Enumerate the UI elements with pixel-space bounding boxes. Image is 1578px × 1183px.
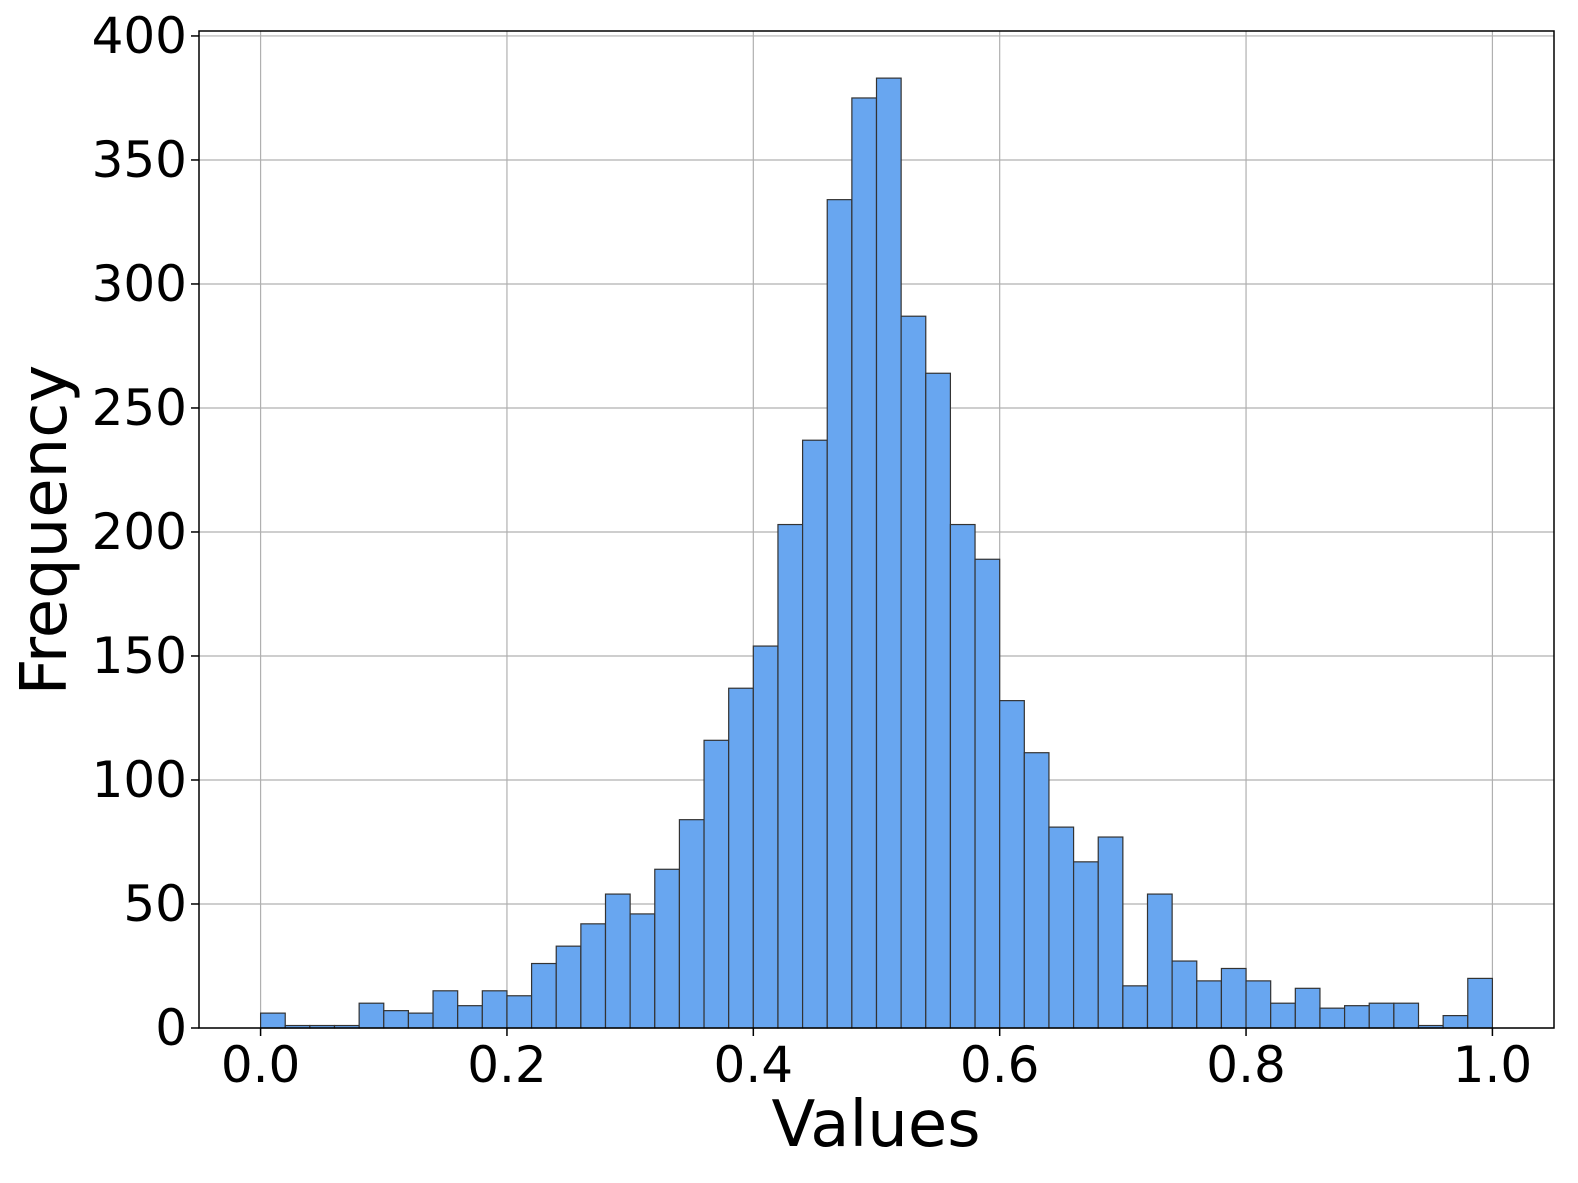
histogram-bar xyxy=(1294,987,1321,1029)
x-tick-label: 0.6 xyxy=(960,1036,1040,1094)
histogram-bar xyxy=(925,372,952,1029)
x-tick-label: 0.0 xyxy=(221,1036,301,1094)
y-tick-label: 200 xyxy=(92,503,187,561)
histogram-bar xyxy=(1023,752,1050,1029)
histogram-bar xyxy=(1343,1005,1370,1029)
plot-frame xyxy=(198,30,1555,1029)
histogram-bar xyxy=(703,739,730,1029)
y-tick-label: 50 xyxy=(123,875,187,933)
y-tick-label: 400 xyxy=(92,7,187,65)
histogram-bar xyxy=(1442,1014,1469,1029)
histogram-bar xyxy=(1171,960,1198,1029)
x-tick-label: 0.8 xyxy=(1206,1036,1286,1094)
histogram-bar xyxy=(1393,1002,1420,1029)
histogram-bar xyxy=(1072,861,1099,1029)
histogram-bar xyxy=(1368,1002,1395,1029)
histogram-bar xyxy=(457,1005,483,1029)
histogram-bar xyxy=(1122,985,1149,1029)
histogram-bar xyxy=(629,913,656,1029)
x-tick-label: 0.4 xyxy=(714,1036,794,1094)
x-axis-title: Values xyxy=(771,1088,980,1162)
histogram-bar xyxy=(530,962,557,1029)
histogram-bar xyxy=(259,1012,286,1029)
histogram-bar xyxy=(900,315,927,1029)
histogram-bar xyxy=(580,923,607,1029)
y-tick-label: 150 xyxy=(92,627,187,685)
histogram-bar xyxy=(974,558,1001,1029)
y-tick-label: 100 xyxy=(92,751,187,809)
histogram-bar xyxy=(358,1002,385,1029)
x-tick-label: 1.0 xyxy=(1453,1036,1533,1094)
y-tick-label: 300 xyxy=(92,255,187,313)
histogram-bar xyxy=(801,439,828,1029)
histogram-bars xyxy=(259,77,1494,1029)
histogram-bar xyxy=(728,687,754,1029)
histogram-bar xyxy=(1245,980,1272,1029)
histogram-bar xyxy=(432,990,459,1029)
histogram-bar xyxy=(407,1012,434,1029)
histogram-bar xyxy=(1319,1007,1346,1029)
histogram-bar xyxy=(851,97,878,1029)
histogram-bar xyxy=(383,1010,410,1029)
x-axis-ticks: 0.0 0.2 0.4 0.6 0.8 1.0 xyxy=(221,1028,1532,1094)
y-tick-label: 0 xyxy=(155,999,187,1057)
histogram-bar xyxy=(752,645,779,1029)
histogram-bar xyxy=(999,700,1025,1029)
histogram-bar xyxy=(1097,836,1124,1029)
y-axis-ticks: 0 50 100 150 200 250 300 350 400 xyxy=(92,7,199,1057)
histogram-bar xyxy=(604,893,631,1029)
histogram-bar xyxy=(506,995,533,1029)
histogram-bar xyxy=(1467,977,1494,1029)
histogram-bar xyxy=(678,819,705,1029)
y-axis-title: Frequency xyxy=(8,365,82,696)
histogram-bar xyxy=(949,523,976,1029)
histogram-bar xyxy=(654,868,681,1029)
histogram-bar xyxy=(777,523,804,1029)
histogram-bar xyxy=(1270,1002,1296,1029)
histogram-bar xyxy=(1220,967,1247,1029)
y-tick-label: 350 xyxy=(92,131,187,189)
histogram-bar xyxy=(1146,893,1173,1029)
histogram-bar xyxy=(1196,980,1223,1029)
y-tick-label: 250 xyxy=(92,379,187,437)
histogram-bar xyxy=(875,77,902,1029)
histogram-bar xyxy=(1048,826,1075,1029)
histogram-bar xyxy=(481,990,508,1029)
histogram-bar xyxy=(555,945,582,1029)
histogram-bar xyxy=(826,199,853,1029)
x-tick-label: 0.2 xyxy=(467,1036,547,1094)
